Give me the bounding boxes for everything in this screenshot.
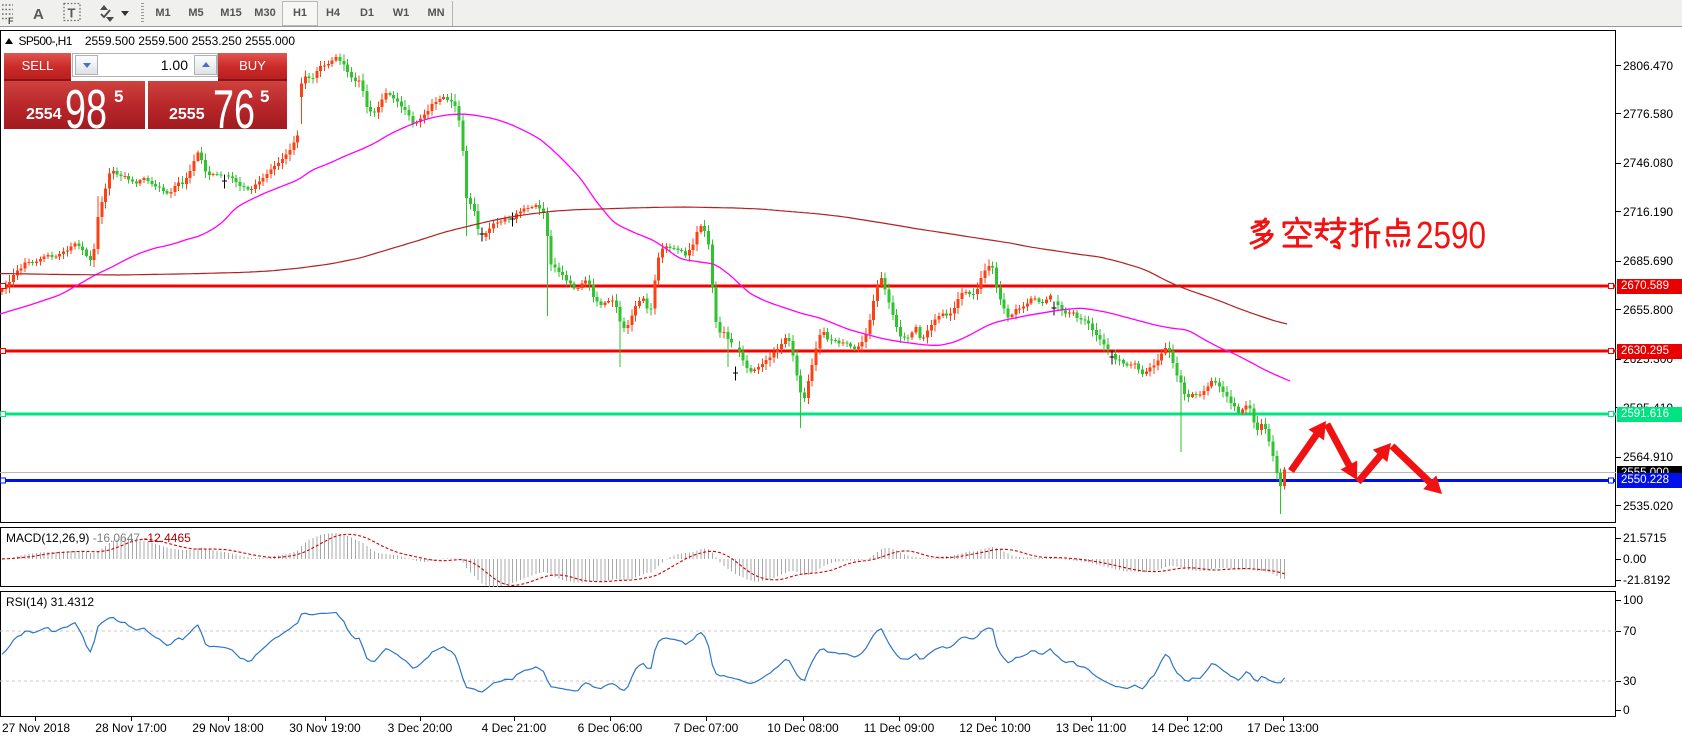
svg-text:76: 76	[213, 81, 255, 129]
svg-text:2555: 2555	[169, 106, 205, 123]
svg-text:T: T	[68, 6, 76, 21]
svg-text:5: 5	[260, 87, 269, 106]
svg-text:2554: 2554	[26, 106, 62, 123]
svg-text:F: F	[8, 16, 14, 26]
svg-text:A: A	[33, 6, 44, 23]
svg-text:5: 5	[114, 87, 123, 106]
svg-text:2590: 2590	[1416, 215, 1486, 257]
svg-text:98: 98	[65, 81, 107, 129]
